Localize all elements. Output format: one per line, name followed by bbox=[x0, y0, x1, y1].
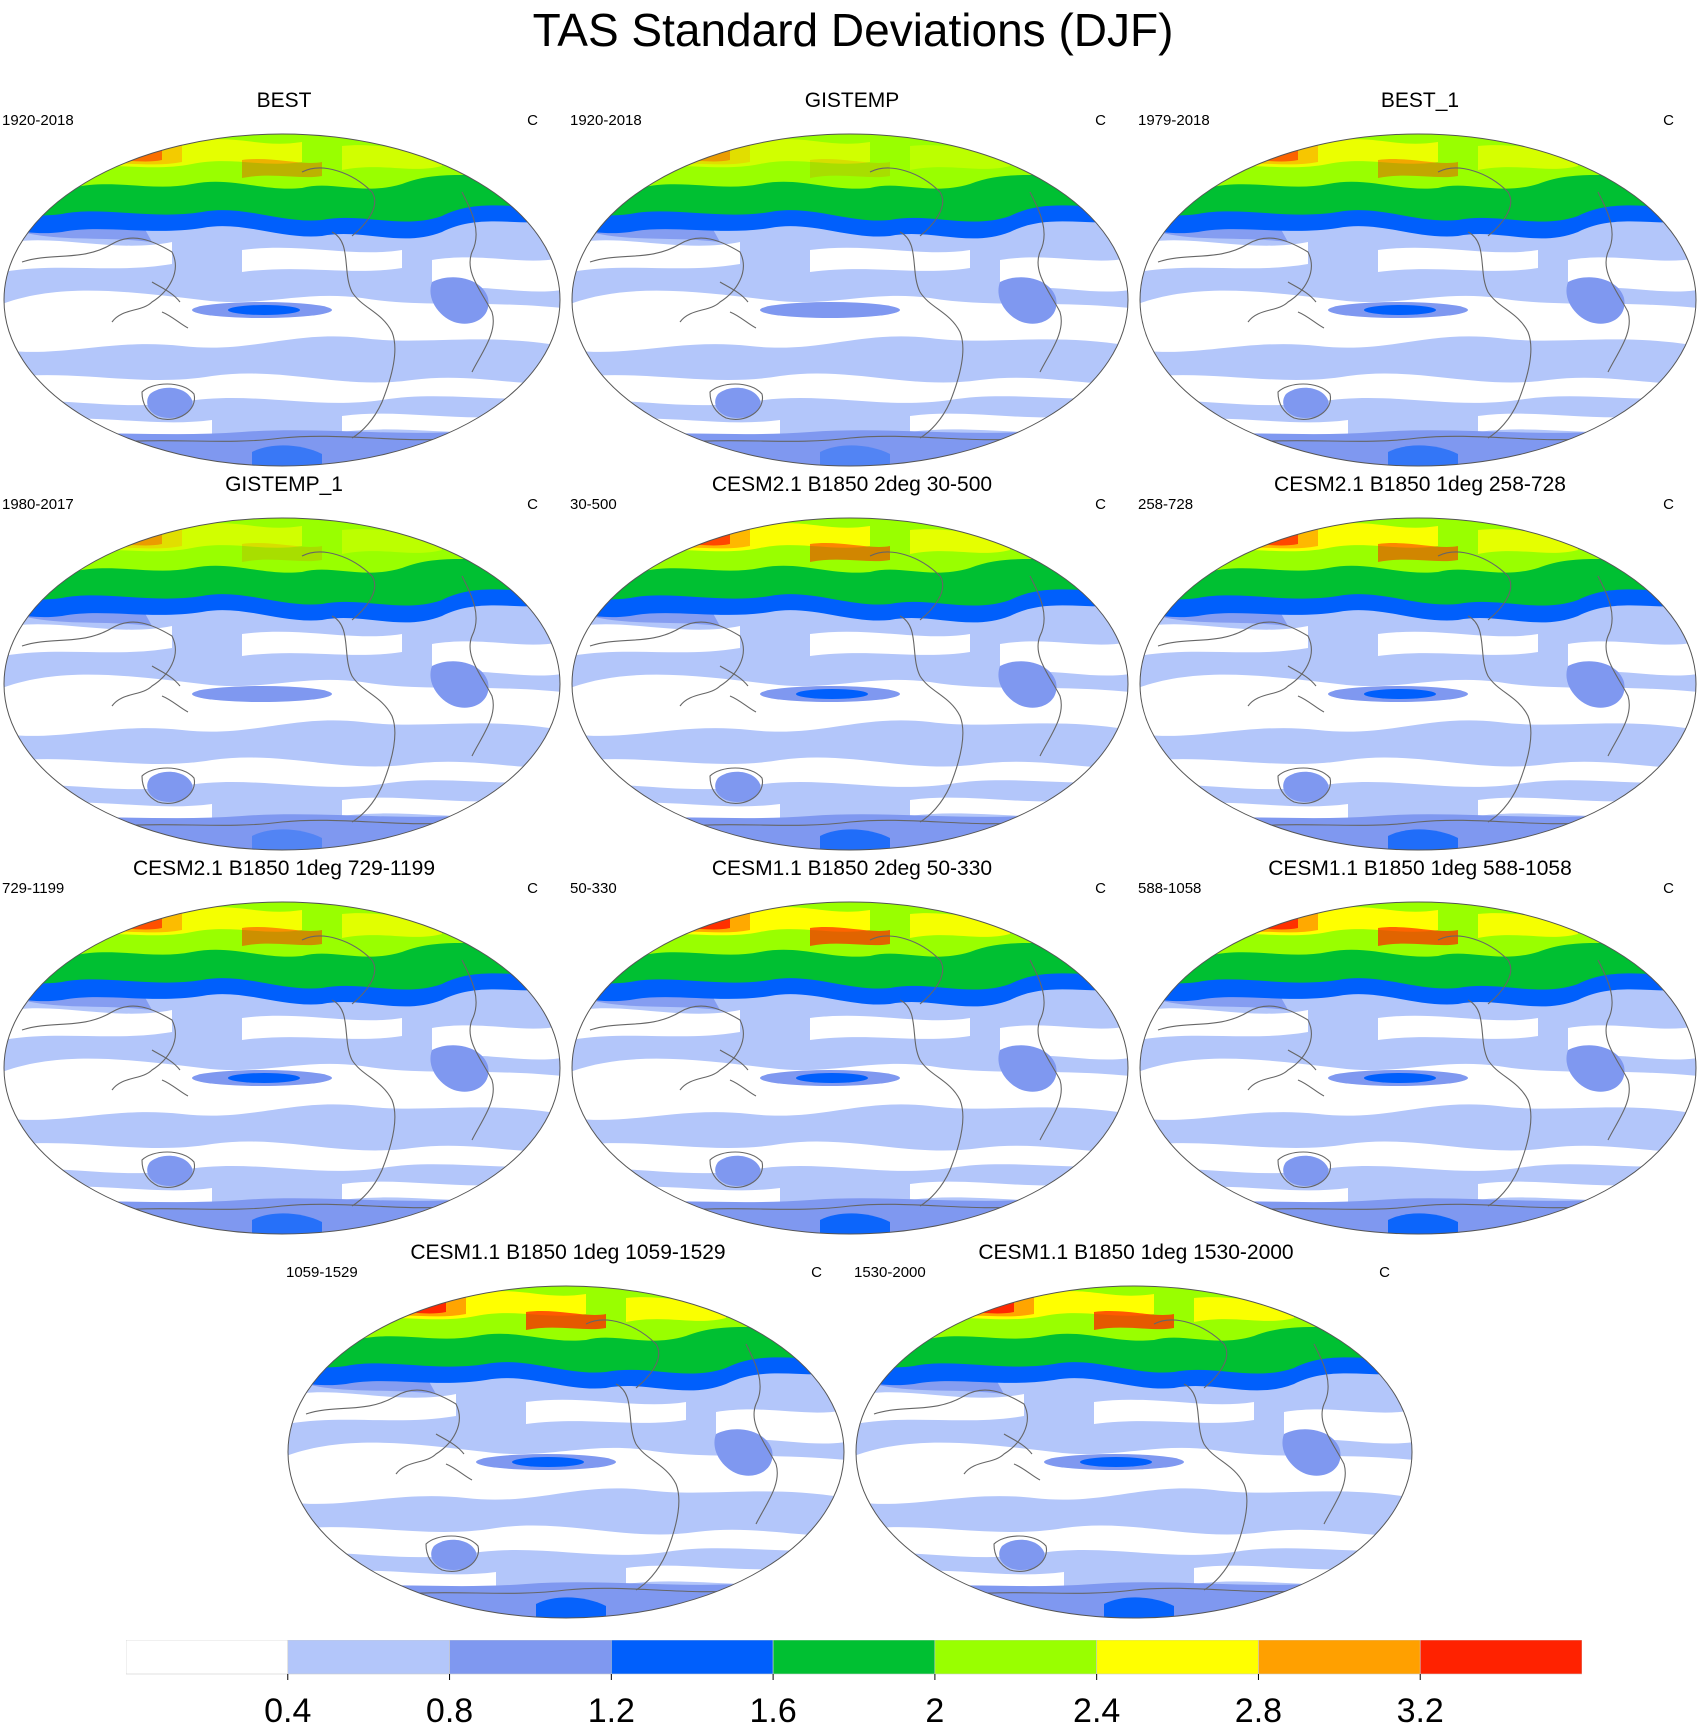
colorbar-label: 3.2 bbox=[1397, 1692, 1444, 1727]
map-panel: GISTEMP_1 1980-2017 C bbox=[2, 472, 566, 852]
colorbar: 0.4 0.8 1.2 1.6 2 2.4 2.8 3.2 bbox=[126, 1640, 1582, 1727]
map-panel: CESM1.1 B1850 1deg 1530-2000 1530-2000 C bbox=[854, 1240, 1418, 1620]
panel-period: 258-728 bbox=[1138, 496, 1194, 513]
map-panel: BEST_1 1979-2018 C bbox=[1138, 88, 1702, 468]
projected-world-map bbox=[1139, 901, 1697, 1235]
colorbar-label: 1.2 bbox=[588, 1692, 635, 1727]
panel-period: 729-1199 bbox=[2, 880, 65, 897]
colorbar-swatch bbox=[1258, 1640, 1421, 1675]
projected-world-map bbox=[1139, 133, 1697, 467]
colorbar-label: 0.4 bbox=[264, 1692, 311, 1727]
panel-title: CESM2.1 B1850 2deg 30-500 bbox=[711, 473, 993, 496]
panel-period: 1920-2018 bbox=[2, 112, 74, 129]
panel-title: CESM2.1 B1850 1deg 258-728 bbox=[1274, 473, 1566, 496]
panel-period: 1980-2017 bbox=[2, 496, 74, 513]
panel-title: CESM1.1 B1850 1deg 1530-2000 bbox=[978, 1241, 1294, 1264]
panel-period: 588-1058 bbox=[1138, 880, 1202, 897]
map-panel: CESM2.1 B1850 1deg 729-1199 729-1199 C bbox=[2, 856, 566, 1236]
panel-period: 1920-2018 bbox=[570, 112, 642, 129]
map-panel: CESM2.1 B1850 1deg 258-728 258-728 C bbox=[1138, 472, 1702, 852]
panel-title: BEST_1 bbox=[1380, 89, 1460, 112]
panel-units: C bbox=[811, 1264, 822, 1281]
colorbar-label: 2.8 bbox=[1235, 1692, 1282, 1727]
colorbar-swatch bbox=[611, 1640, 774, 1675]
panel-units: C bbox=[1095, 496, 1106, 513]
panel-units: C bbox=[1663, 880, 1674, 897]
colorbar-swatch bbox=[1096, 1640, 1259, 1675]
panel-title: BEST bbox=[256, 89, 312, 112]
colorbar-swatch bbox=[287, 1640, 450, 1675]
map-panel: CESM1.1 B1850 2deg 50-330 50-330 C bbox=[570, 856, 1134, 1236]
projected-world-map bbox=[855, 1285, 1413, 1619]
map-panel: GISTEMP 1920-2018 C bbox=[570, 88, 1134, 468]
panel-title: GISTEMP_1 bbox=[225, 473, 343, 496]
colorbar-swatch bbox=[934, 1640, 1097, 1675]
projected-world-map bbox=[3, 901, 561, 1235]
panel-period: 1059-1529 bbox=[286, 1264, 358, 1281]
panel-period: 1530-2000 bbox=[854, 1264, 926, 1281]
panel-title: GISTEMP bbox=[804, 89, 900, 112]
panel-units: C bbox=[1379, 1264, 1390, 1281]
panel-title: CESM1.1 B1850 2deg 50-330 bbox=[711, 857, 993, 880]
panel-units: C bbox=[1095, 112, 1106, 129]
map-panel: BEST 1920-2018 C bbox=[2, 88, 566, 468]
colorbar-swatch bbox=[449, 1640, 612, 1675]
colorbar-label: 2.4 bbox=[1073, 1692, 1120, 1727]
panel-period: 30-500 bbox=[570, 496, 617, 513]
map-panel: CESM1.1 B1850 1deg 588-1058 588-1058 C bbox=[1138, 856, 1702, 1236]
projected-world-map bbox=[571, 517, 1129, 851]
panel-title: CESM2.1 B1850 1deg 729-1199 bbox=[133, 857, 435, 880]
panel-units: C bbox=[527, 496, 538, 513]
projected-world-map bbox=[571, 133, 1129, 467]
panel-title: CESM1.1 B1850 1deg 1059-1529 bbox=[410, 1241, 726, 1264]
colorbar-label: 1.6 bbox=[749, 1692, 796, 1727]
figure-title: TAS Standard Deviations (DJF) bbox=[532, 4, 1174, 56]
panel-period: 1979-2018 bbox=[1138, 112, 1210, 129]
panel-title: CESM1.1 B1850 1deg 588-1058 bbox=[1268, 857, 1572, 880]
colorbar-swatch bbox=[772, 1640, 936, 1675]
panel-units: C bbox=[527, 880, 538, 897]
panel-units: C bbox=[1663, 112, 1674, 129]
map-panel: CESM1.1 B1850 1deg 1059-1529 1059-1529 C bbox=[286, 1240, 850, 1620]
map-panel: CESM2.1 B1850 2deg 30-500 30-500 C bbox=[570, 472, 1134, 852]
colorbar-swatch bbox=[126, 1640, 289, 1675]
panel-units: C bbox=[1663, 496, 1674, 513]
colorbar-label: 0.8 bbox=[426, 1692, 473, 1727]
projected-world-map bbox=[1139, 517, 1697, 851]
panel-units: C bbox=[527, 112, 538, 129]
colorbar-swatch bbox=[1419, 1640, 1582, 1675]
projected-world-map bbox=[287, 1285, 845, 1619]
panel-units: C bbox=[1095, 880, 1106, 897]
panel-period: 50-330 bbox=[570, 880, 617, 897]
projected-world-map bbox=[3, 517, 561, 851]
projected-world-map bbox=[3, 133, 561, 467]
projected-world-map bbox=[571, 901, 1129, 1235]
colorbar-label: 2 bbox=[925, 1692, 944, 1727]
